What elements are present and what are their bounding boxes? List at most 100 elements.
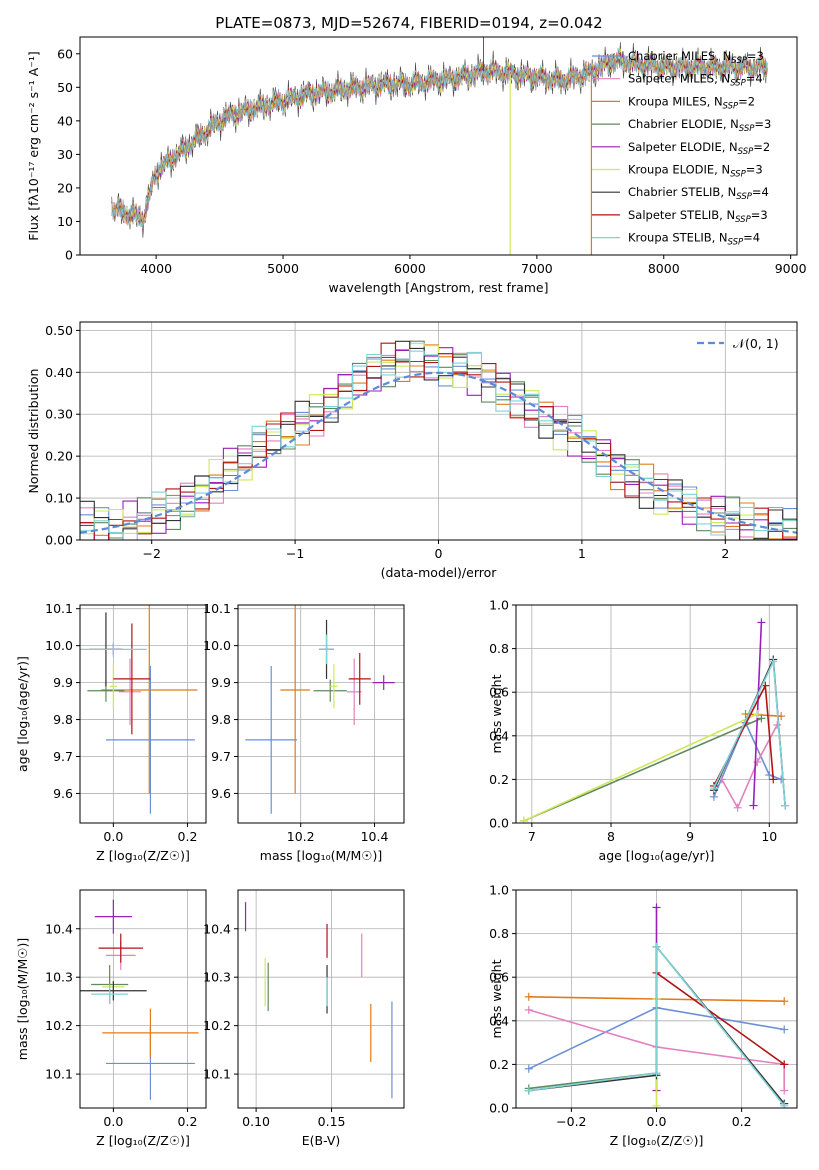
tick-label-x: 10.4	[361, 829, 389, 844]
tick-label-x: 0.0	[103, 1114, 123, 1129]
tick-label-y: 10.1	[45, 601, 73, 616]
legend-subscript: SSP	[730, 79, 746, 89]
weight-marker-kroupa_stelib	[524, 1086, 533, 1095]
tick-label-y: 1.0	[489, 883, 509, 898]
legend-entry: Kroupa MILES, NSSP=2	[628, 94, 755, 111]
legend-subscript: SSP	[731, 56, 747, 66]
tick-label-y: 9.8	[211, 712, 231, 727]
tick-label-x: 0.10	[242, 1114, 270, 1129]
chart-title: PLATE=0873, MJD=52674, FIBERID=0194, z=0…	[215, 14, 602, 32]
tick-label-x: 0.15	[318, 1114, 346, 1129]
spectrum-kroupa_stelib	[111, 48, 768, 229]
errorbar-salpeter_stelib	[98, 933, 143, 963]
gaussian-curve	[80, 371, 797, 534]
tick-label-x: 0.0	[103, 829, 123, 844]
ticks: −2 −1 0 1 2 0.00 0.10 0.20 0.30 0.40 0.50	[45, 322, 797, 561]
errorbar-kroupa_stelib	[80, 641, 147, 657]
legend-text: Kroupa ELODIE, N	[628, 163, 730, 177]
tick-label-x: 9000	[775, 261, 807, 276]
weight-marker-kroupa_stelib	[781, 801, 790, 810]
plot-area	[111, 37, 768, 255]
tick-label-y: 10.4	[203, 921, 231, 936]
ticks: 7 8 9 10 0.0 0.2 0.4 0.6 0.8 1.0	[489, 598, 797, 844]
legend-rest: =3	[747, 49, 764, 63]
legend-rest: =4	[746, 72, 763, 86]
legend-subscript: SSP	[728, 238, 744, 248]
weight-marker-kroupa_stelib	[652, 1069, 661, 1078]
tick-label-y: 0.6	[489, 685, 509, 700]
tick-label-y: 0.0	[489, 1101, 509, 1116]
tick-label-y: 10.1	[203, 601, 231, 616]
panel-6: 0.0 0.2 10.1 10.2 10.3 10.4 Z [log₁₀(Z/Z☉)] mas…	[15, 889, 207, 1148]
weight-line-salpeter_miles	[528, 1009, 785, 1091]
panel-7: 0.10 0.15 10.1 10.2 10.3 10.4 E(B-V)	[203, 889, 405, 1148]
tick-label-x: 10	[761, 829, 777, 844]
tick-label-y: 9.7	[53, 749, 73, 764]
tick-label-x: −1	[286, 546, 304, 561]
legend-subscript: SSP	[739, 124, 755, 134]
legend-entry: Chabrier ELODIE, NSSP=3	[628, 117, 771, 134]
axes-frame	[79, 36, 798, 256]
legend-text: Salpeter STELIB, N	[628, 208, 735, 222]
weight-marker-kroupa_stelib	[780, 1101, 789, 1108]
histogram-chabrier_stelib	[80, 340, 797, 540]
weight-marker-salpeter_miles	[524, 1005, 533, 1014]
errorbar-kroupa_miles	[280, 605, 310, 794]
legend-entry: Salpeter MILES, NSSP=4	[628, 72, 763, 89]
tick-label-x: −0.2	[556, 1114, 586, 1129]
legend-entry: Salpeter STELIB, NSSP=3	[628, 208, 768, 225]
panel-1: 4000 5000 6000 7000 8000 9000 0 10 20 30 40 50 60 wav…	[26, 14, 807, 295]
legend-entry: Kroupa ELODIE, NSSP=3	[628, 163, 763, 180]
y-axis-label: mass weight	[489, 959, 504, 1038]
tick-label-y: 9.6	[53, 786, 73, 801]
tick-label-x: −2	[142, 546, 160, 561]
tick-label-x: 7000	[521, 261, 553, 276]
weight-marker-salpeter_miles	[733, 803, 742, 812]
weight-marker-chabrier_miles	[780, 1025, 789, 1034]
weight-marker-kroupa_stelib	[652, 942, 661, 951]
ticks: 10.2 10.4 9.6 9.7 9.8 9.9 10.0 10.1	[203, 601, 404, 844]
legend-text: Salpeter ELODIE, N	[628, 140, 738, 154]
ticks: 0.0 0.2 10.1 10.2 10.3 10.4	[45, 890, 206, 1129]
weight-marker-salpeter_elodie	[652, 903, 661, 912]
tick-label-y: 1.0	[489, 598, 509, 613]
legend-rest: =2	[738, 94, 755, 108]
tick-label-y: 20	[57, 180, 73, 195]
tick-label-y: 0.30	[45, 407, 73, 422]
tick-label-y: 9.8	[53, 712, 73, 727]
weight-marker-salpeter_miles	[773, 720, 782, 729]
tick-label-y: 0.2	[489, 772, 509, 787]
weight-marker-kroupa_elodie	[652, 1101, 661, 1108]
errorbar-chabrier_miles	[245, 665, 298, 814]
tick-label-y: 0.40	[45, 365, 73, 380]
errorbar-salpeter_stelib	[348, 653, 371, 705]
errorbar-kroupa_elodie	[330, 664, 338, 709]
errorbar-chabrier_elodie	[313, 679, 347, 702]
legend-subscript: SSP	[735, 215, 751, 225]
legend-rest: =4	[752, 185, 769, 199]
errorbar-salpeter_elodie	[94, 899, 132, 934]
errorbar-chabrier_stelib	[80, 981, 147, 1001]
x-axis-label: E(B-V)	[302, 1133, 341, 1148]
y-axis-label: Normed distribution	[26, 369, 41, 494]
tick-label-y: 30	[57, 147, 73, 162]
tick-label-x: 0	[435, 546, 443, 561]
tick-label-y: 10.1	[203, 1067, 231, 1082]
y-axis-label: mass weight	[489, 674, 504, 753]
axes-frame	[79, 889, 207, 1109]
tick-label-y: 10.2	[45, 1018, 73, 1033]
tick-label-x: 7	[528, 829, 536, 844]
tick-label-x: 6000	[394, 261, 426, 276]
plot-area	[80, 899, 199, 1100]
weight-marker-kroupa_miles	[524, 992, 533, 1001]
legend-entry: Chabrier STELIB, NSSP=4	[628, 185, 769, 202]
tick-label-y: 9.9	[53, 675, 73, 690]
x-axis-label: Z [log₁₀(Z/Z☉)]	[96, 848, 190, 863]
panel-3: 0.0 0.2 9.6 9.7 9.8 9.9 10.0 10.1 Z [log₁₀(Z/Z☉)…	[15, 601, 207, 863]
legend-rest: =2	[753, 140, 770, 154]
plot-area	[245, 605, 395, 814]
errorbar-kroupa_stelib	[319, 634, 334, 665]
legend-text: Kroupa STELIB, N	[628, 231, 728, 245]
y-axis-label: mass [log₁₀(M/M☉)]	[15, 938, 30, 1060]
